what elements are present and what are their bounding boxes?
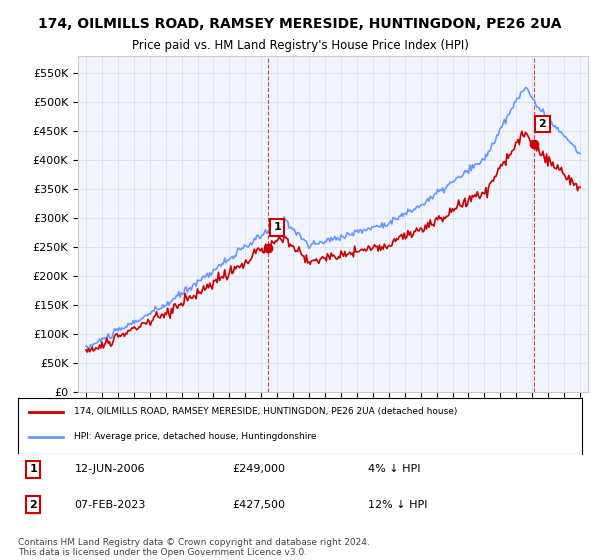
Text: HPI: Average price, detached house, Huntingdonshire: HPI: Average price, detached house, Hunt… [74, 432, 317, 441]
Text: Price paid vs. HM Land Registry's House Price Index (HPI): Price paid vs. HM Land Registry's House … [131, 39, 469, 52]
Text: 1: 1 [273, 222, 281, 232]
Text: 12-JUN-2006: 12-JUN-2006 [74, 464, 145, 474]
Text: £249,000: £249,000 [232, 464, 286, 474]
Text: Contains HM Land Registry data © Crown copyright and database right 2024.
This d: Contains HM Land Registry data © Crown c… [18, 538, 370, 557]
Text: 174, OILMILLS ROAD, RAMSEY MERESIDE, HUNTINGDON, PE26 2UA: 174, OILMILLS ROAD, RAMSEY MERESIDE, HUN… [38, 17, 562, 31]
Text: 2: 2 [539, 119, 547, 129]
Text: 2: 2 [29, 500, 37, 510]
Text: 1: 1 [29, 464, 37, 474]
Text: £427,500: £427,500 [232, 500, 286, 510]
Text: 12% ↓ HPI: 12% ↓ HPI [368, 500, 427, 510]
Text: 07-FEB-2023: 07-FEB-2023 [74, 500, 146, 510]
Text: 174, OILMILLS ROAD, RAMSEY MERESIDE, HUNTINGDON, PE26 2UA (detached house): 174, OILMILLS ROAD, RAMSEY MERESIDE, HUN… [74, 407, 458, 416]
Text: 4% ↓ HPI: 4% ↓ HPI [368, 464, 420, 474]
